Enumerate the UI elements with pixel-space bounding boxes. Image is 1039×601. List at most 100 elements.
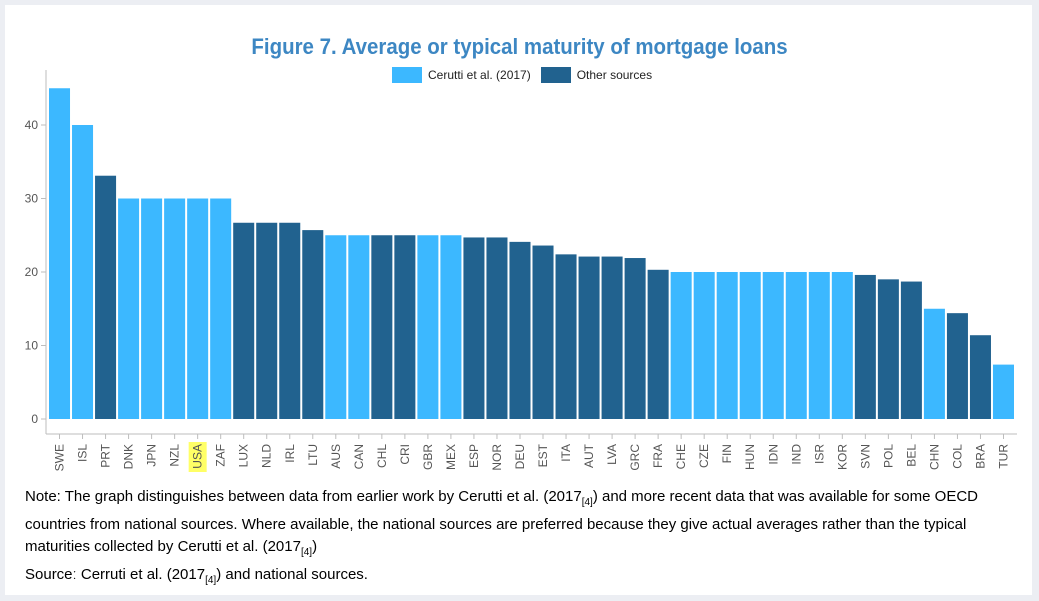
x-tick-label-est: EST — [536, 443, 550, 467]
bar-che — [670, 272, 692, 419]
chart-title: Figure 7. Average or typical maturity of… — [251, 34, 788, 59]
bar-chl — [371, 235, 393, 419]
bar-prt — [95, 175, 117, 419]
bar-swe — [49, 88, 71, 419]
bar-nor — [486, 237, 508, 419]
x-tick-label-esp: ESP — [467, 444, 481, 468]
x-tick-label-nor: NOR — [490, 444, 504, 471]
x-tick-label-cri: CRI — [398, 444, 412, 465]
x-tick-label-pol: POL — [881, 444, 895, 468]
y-tick-label: 30 — [25, 192, 39, 206]
y-tick-label: 20 — [25, 265, 39, 279]
x-tick-label-deu: DEU — [513, 444, 527, 469]
bar-bra — [969, 335, 991, 419]
bar-chn — [923, 308, 945, 419]
x-tick-label-fra: FRA — [651, 444, 665, 468]
legend-item-cerutti: Cerutti et al. (2017) — [392, 67, 531, 83]
x-tick-label-aus: AUS — [329, 444, 343, 469]
bar-fin — [716, 272, 738, 419]
x-tick-label-ltu: LTU — [306, 444, 320, 466]
x-tick-label-irl: IRL — [283, 444, 297, 463]
x-tick-label-isr: ISR — [812, 444, 826, 464]
y-tick-label: 10 — [25, 339, 39, 353]
x-tick-label-bel: BEL — [904, 444, 918, 467]
source-text: Sourceː Cerruti et al. (2017[4]) and nat… — [25, 566, 368, 586]
x-tick-label-chl: CHL — [375, 444, 389, 468]
bar-isr — [808, 272, 830, 419]
bar-col — [946, 313, 968, 419]
bar-svn — [854, 274, 876, 419]
y-tick-label: 40 — [25, 118, 39, 132]
bar-nld — [256, 222, 278, 419]
legend-item-other: Other sources — [540, 67, 653, 83]
bar-hun — [739, 272, 761, 419]
bar-isl — [72, 125, 94, 419]
x-tick-label-prt: PRT — [99, 443, 113, 467]
bar-pol — [877, 279, 899, 419]
bar-ind — [785, 272, 807, 419]
bar-aut — [578, 256, 600, 419]
bar-zaf — [210, 198, 232, 419]
x-tick-label-nld: NLD — [260, 444, 274, 468]
x-tick-label-ind: IND — [789, 444, 803, 465]
x-tick-label-isl: ISL — [76, 444, 90, 462]
note-text: Note: The graph distinguishes between da… — [25, 488, 978, 558]
x-tick-label-swe: SWE — [53, 444, 67, 471]
bar-esp — [463, 237, 485, 419]
bar-dnk — [118, 198, 140, 419]
bar-usa — [187, 198, 209, 419]
bar-kor — [831, 272, 853, 419]
x-tick-label-che: CHE — [674, 444, 688, 469]
bar-aus — [325, 235, 347, 419]
x-tick-label-grc: GRC — [628, 444, 642, 471]
x-tick-label-gbr: GBR — [421, 444, 435, 470]
x-tick-label-dnk: DNK — [122, 444, 136, 469]
bar-est — [532, 245, 554, 419]
x-tick-label-mex: MEX — [444, 444, 458, 470]
x-tick-label-jpn: JPN — [145, 444, 159, 467]
x-tick-label-col: COL — [950, 444, 964, 469]
x-tick-label-aut: AUT — [582, 443, 596, 468]
x-tick-label-ita: ITA — [559, 444, 573, 462]
legend-swatch-other — [540, 67, 571, 83]
legend-label-other: Other sources — [576, 68, 653, 82]
bar-fra — [647, 269, 669, 419]
x-tick-label-tur: TUR — [996, 444, 1010, 469]
chart-legend: Cerutti et al. (2017) Other sources — [392, 67, 662, 83]
x-tick-label-kor: KOR — [835, 444, 849, 470]
figure-notes: Note: The graph distinguishes between da… — [25, 486, 1025, 592]
x-tick-label-fin: FIN — [720, 444, 734, 463]
x-tick-label-nzl: NZL — [168, 444, 182, 467]
x-tick-label-idn: IDN — [766, 444, 780, 465]
x-tick-label-cze: CZE — [697, 444, 711, 468]
x-tick-label-zaf: ZAF — [214, 444, 228, 467]
bar-nzl — [164, 198, 186, 419]
bar-bel — [900, 281, 922, 419]
bar-mex — [440, 235, 462, 419]
bar-can — [348, 235, 370, 419]
x-tick-label-bra: BRA — [973, 444, 987, 469]
bar-cri — [394, 235, 416, 419]
x-tick-label-can: CAN — [352, 444, 366, 469]
x-tick-label-chn: CHN — [927, 444, 941, 470]
x-tick-label-hun: HUN — [743, 444, 757, 470]
bar-ita — [555, 254, 577, 419]
bar-chart-plot: 0 10 20 30 40 SWE ISL PRT DNK JPN NZL USA ZAF LUX NLD I… — [25, 70, 1017, 472]
bar-tur — [992, 364, 1014, 419]
legend-swatch-cerutti — [392, 67, 422, 83]
legend-label-cerutti: Cerutti et al. (2017) — [428, 68, 531, 82]
bar-ltu — [302, 230, 324, 419]
x-tick-label-lux: LUX — [237, 444, 251, 467]
bar-gbr — [417, 235, 439, 419]
bar-idn — [762, 272, 784, 419]
bar-lux — [233, 222, 255, 419]
bar-lva — [601, 256, 623, 419]
highlight-usa — [188, 442, 207, 472]
y-tick-label: 0 — [31, 412, 38, 426]
bar-jpn — [141, 198, 163, 419]
x-tick-label-svn: SVN — [858, 444, 872, 469]
bar-grc — [624, 258, 646, 419]
bar-irl — [279, 222, 301, 419]
bar-deu — [509, 241, 531, 419]
x-tick-label-lva: LVA — [605, 444, 619, 465]
